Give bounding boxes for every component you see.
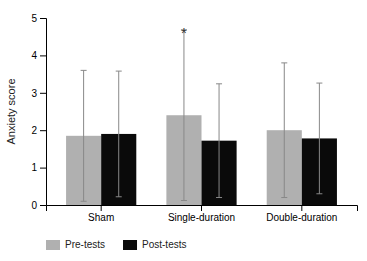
legend: Pre-tests Post-tests	[46, 239, 186, 250]
annotation: *	[181, 24, 187, 41]
y-axis-title: Anxiety score	[5, 78, 17, 144]
tick-label: Sham	[88, 212, 114, 223]
error-bar	[181, 30, 187, 201]
series	[66, 30, 302, 205]
series	[101, 71, 337, 205]
error-bar	[116, 71, 122, 197]
error-bar	[216, 84, 222, 198]
tick-mark	[101, 205, 102, 211]
marks	[66, 30, 337, 205]
error-bar	[316, 83, 322, 194]
tick: Single-duration	[168, 205, 235, 223]
x-axis: Sham Single-duration Double-duration	[47, 205, 358, 223]
tick-mark	[40, 130, 46, 131]
tick-mark	[40, 205, 46, 206]
tick: Sham	[88, 205, 114, 223]
tick: 5	[31, 13, 46, 24]
tick-label: 4	[31, 50, 37, 61]
legend-swatch	[46, 240, 60, 250]
tick-label: Double-duration	[266, 212, 337, 223]
tick-mark	[301, 205, 302, 211]
tick-label: 3	[31, 88, 37, 99]
tick-label: 5	[31, 13, 37, 24]
tick: 4	[31, 50, 46, 61]
chart: 0 1 2 3 4 5 Sham Single-duration Double-duration…	[0, 0, 367, 261]
tick: 0	[31, 200, 46, 211]
tick-label: Single-duration	[168, 212, 235, 223]
tick-mark	[201, 205, 202, 211]
axis-line	[47, 206, 358, 212]
tick-mark	[40, 55, 46, 56]
tick-mark	[40, 168, 46, 169]
tick: 3	[31, 88, 46, 99]
axis-line	[40, 19, 47, 206]
chart-container: 0 1 2 3 4 5 Sham Single-duration Double-duration…	[0, 0, 367, 261]
tick: 2	[31, 125, 46, 136]
tick-label: 2	[31, 125, 37, 136]
legend-label: Post-tests	[142, 239, 186, 250]
tick-label: 0	[31, 200, 37, 211]
tick-mark	[40, 93, 46, 94]
tick: 1	[31, 162, 46, 173]
y-axis: 0 1 2 3 4 5	[31, 13, 46, 211]
tick-mark	[40, 18, 46, 19]
error-bar	[81, 70, 87, 201]
legend-item: Post-tests	[123, 239, 186, 250]
plot: 0 1 2 3 4 5 Sham Single-duration Double-duration…	[31, 13, 357, 223]
tick-label: 1	[31, 162, 37, 173]
legend-swatch	[123, 240, 137, 250]
tick: Double-duration	[266, 205, 337, 223]
legend-item: Pre-tests	[46, 239, 105, 250]
legend-label: Pre-tests	[65, 239, 105, 250]
error-bar	[281, 63, 287, 198]
